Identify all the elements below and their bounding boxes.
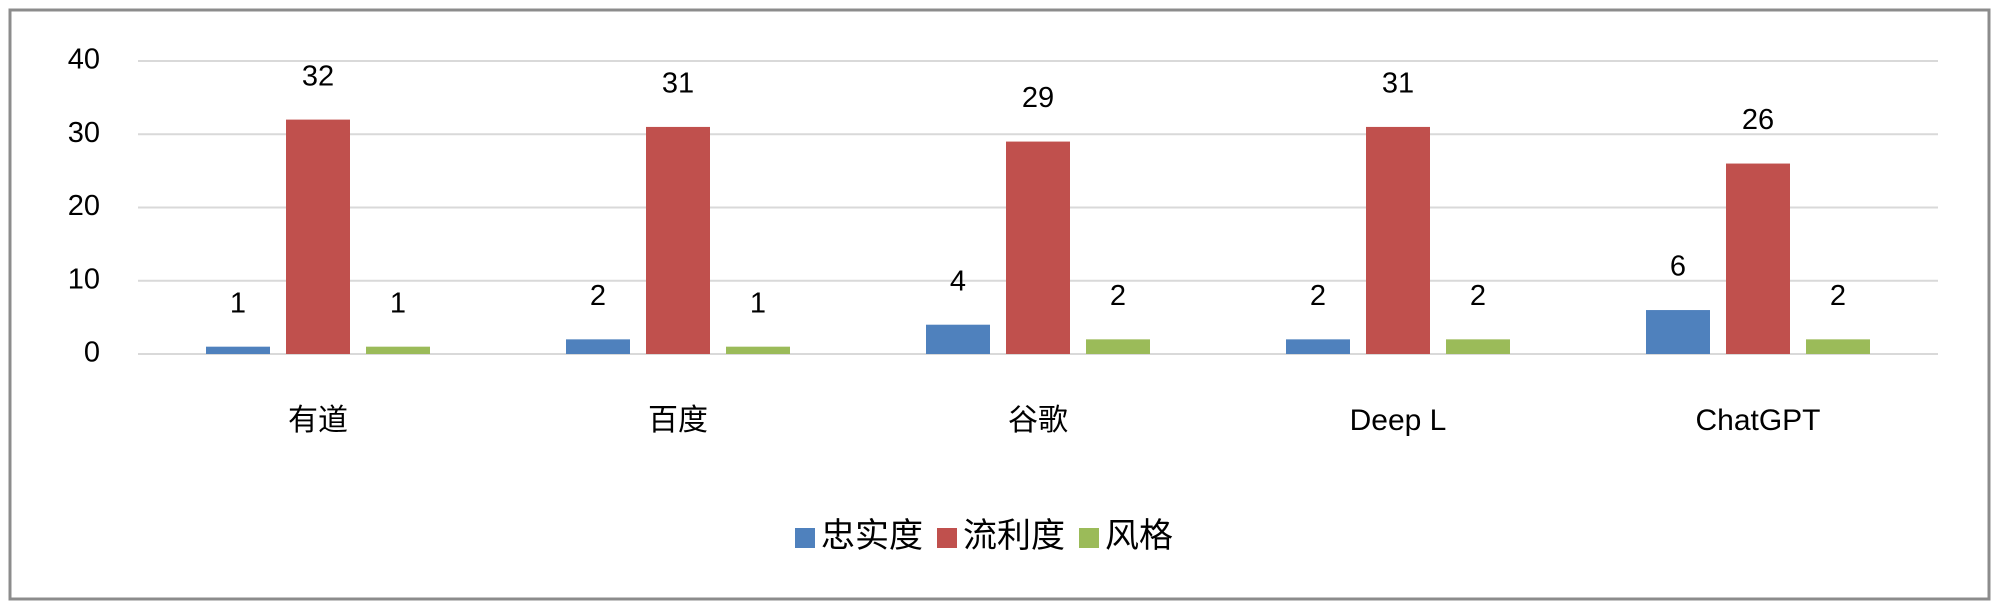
x-tick-label: 有道 [288,404,348,437]
bar [646,126,710,354]
legend-swatch [937,528,957,548]
value-label: 4 [950,265,966,297]
value-label: 1 [750,287,766,319]
value-label: 2 [1470,280,1486,312]
bar [1646,310,1710,354]
x-tick-label: 谷歌 [1008,404,1068,437]
bar [1366,126,1430,354]
y-tick-label: 10 [68,263,100,295]
value-label: 2 [1310,280,1326,312]
y-tick-label: 30 [68,117,100,149]
value-label: 26 [1742,104,1774,136]
x-tick-label: ChatGPT [1695,404,1820,437]
legend-swatch [1079,528,1099,548]
value-label: 2 [590,280,606,312]
legend-swatch [795,528,815,548]
x-tick-label: 百度 [648,404,708,437]
value-label: 2 [1830,280,1846,312]
value-label: 31 [662,68,694,100]
y-tick-label: 40 [68,44,100,76]
bar [926,324,990,354]
legend-label: 风格 [1105,517,1173,555]
value-label: 1 [390,287,406,319]
bar [1086,339,1150,354]
y-tick-label: 0 [84,337,100,369]
value-label: 2 [1110,280,1126,312]
bar [366,346,430,354]
bar [566,339,630,354]
bar [1446,339,1510,354]
value-label: 1 [230,287,246,319]
bar [1806,339,1870,354]
bar [1006,141,1070,354]
bar [206,346,270,354]
value-label: 32 [302,60,334,92]
y-tick-label: 20 [68,190,100,222]
legend-label: 忠实度 [821,517,923,555]
bar [726,346,790,354]
bar [286,119,350,354]
value-label: 29 [1022,82,1054,114]
bar [1286,339,1350,354]
legend-label: 流利度 [963,517,1065,555]
value-label: 31 [1382,68,1414,100]
x-tick-label: Deep L [1350,404,1447,437]
value-label: 6 [1670,251,1686,283]
bar [1726,163,1790,354]
